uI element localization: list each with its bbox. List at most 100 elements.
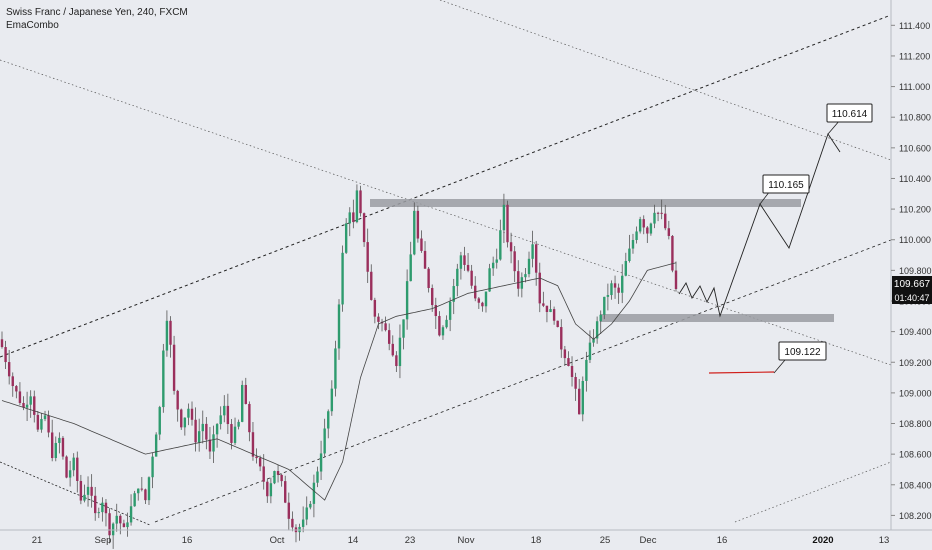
x-tick: 14 (348, 535, 359, 546)
candle-body (334, 348, 337, 389)
candle-body (538, 272, 541, 304)
candle-body (301, 519, 305, 527)
chart-legend: Swiss Franc / Japanese Yen, 240, FXCM Em… (6, 6, 188, 32)
candle-body (176, 390, 179, 410)
x-tick: Oct (270, 535, 285, 546)
candle-body (54, 442, 57, 459)
candle-body (129, 506, 133, 523)
x-tick: 25 (600, 535, 611, 546)
candle-body (154, 434, 158, 457)
candle-body (251, 432, 255, 457)
candle-body (463, 255, 466, 265)
candle-body (427, 268, 430, 289)
candle-body (438, 316, 441, 336)
y-tick-label: 109.200 (899, 358, 932, 368)
y-tick-label: 110.800 (899, 113, 931, 123)
candle-body (137, 488, 140, 494)
callout-109122[interactable]: 109.122 (773, 341, 827, 374)
last-price-marker: 109.667 01:40:47 (892, 276, 932, 304)
candle-body (578, 388, 581, 415)
candle-body (556, 320, 559, 328)
candle-body (144, 489, 147, 501)
candle-body (452, 286, 455, 302)
candle-body (312, 482, 316, 504)
candle-body (524, 274, 527, 278)
y-tick-label: 108.400 (899, 480, 932, 490)
candle-body (25, 404, 29, 408)
candle-body (638, 219, 642, 232)
candle-body (370, 271, 373, 300)
candle-body (613, 283, 617, 288)
candle-body (352, 212, 355, 223)
target-line (708, 371, 775, 374)
symbol-title: Swiss Franc / Japanese Yen, 240, FXCM (6, 7, 188, 18)
candle-body (33, 396, 36, 415)
candle-body (43, 415, 47, 420)
candle-body (165, 320, 169, 351)
candle-body (527, 258, 531, 275)
candle-body (255, 456, 258, 459)
countdown-label: 01:40:47 (894, 293, 929, 303)
candle-body (4, 347, 7, 363)
callout-110165[interactable]: 110.165 (759, 174, 810, 205)
candle-body (549, 309, 552, 313)
candle-body (387, 330, 391, 344)
x-tick: 23 (405, 535, 416, 546)
candle-body (18, 391, 22, 403)
candle-body (660, 212, 663, 214)
candle-body (262, 466, 265, 482)
candle-body (11, 376, 14, 387)
candle-body (36, 414, 40, 430)
price-axis[interactable]: 111.400 111.200 111.000 110.800 110.600 110.4… (890, 0, 932, 530)
time-axis[interactable]: 21 Sep 16 Oct 14 23 Nov 18 25 Dec 16 202… (0, 529, 932, 546)
candle-body (653, 212, 656, 224)
candle-body (499, 230, 502, 260)
candle-body (431, 288, 434, 306)
candle-body (108, 513, 111, 536)
candle-body (230, 424, 233, 443)
descending-trendline-top (439, 0, 892, 161)
candle-body (355, 190, 359, 223)
candle-body (560, 327, 563, 350)
candle-body (362, 213, 366, 243)
candle-body (348, 212, 351, 224)
candle-body (65, 456, 68, 478)
candle-body (377, 316, 380, 322)
support-zone[interactable] (600, 314, 834, 322)
candle-body (567, 358, 570, 366)
descending-trendline-low (0, 461, 151, 526)
callout-label: 110.614 (832, 109, 868, 120)
indicator-label: EmaCombo (6, 20, 59, 31)
candle-body (183, 417, 187, 428)
candle-body (649, 223, 653, 234)
price-callouts: 110.614 110.165 109.122 (759, 103, 873, 374)
candle-body (337, 304, 341, 349)
ema-line (1, 262, 677, 501)
candle-body (484, 291, 488, 307)
candle-body (212, 434, 215, 452)
y-tick-label: 109.800 (899, 266, 932, 276)
candle-body (50, 432, 54, 459)
candle-body (477, 298, 481, 303)
candle-body (517, 271, 520, 289)
candle-body (0, 339, 4, 348)
candle-body (197, 431, 201, 443)
y-tick-label: 109.400 (899, 327, 932, 337)
y-tick-label: 110.400 (899, 174, 931, 184)
y-tick-label: 109.000 (899, 388, 932, 398)
candle-body (509, 242, 513, 252)
candle-body (115, 515, 118, 524)
candle-body (585, 359, 588, 381)
candle-body (631, 240, 635, 249)
candle-body (570, 365, 574, 377)
candle-body (664, 213, 667, 229)
candle-body (617, 287, 620, 293)
callout-label: 109.122 (784, 347, 821, 358)
candle-body (97, 512, 100, 514)
resistance-zone[interactable] (370, 199, 801, 207)
y-tick-label: 111.400 (899, 21, 930, 31)
candle-body (76, 457, 79, 481)
candle-body (481, 302, 484, 307)
callout-110614[interactable]: 110.614 (826, 103, 873, 135)
